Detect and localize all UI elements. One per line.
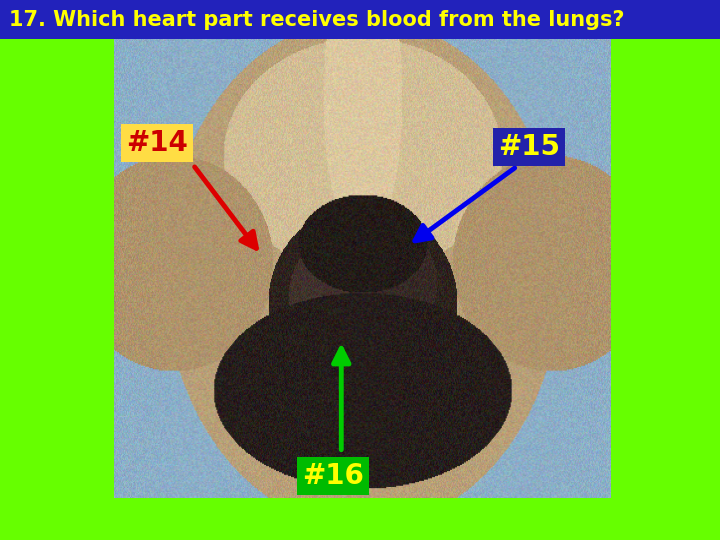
Text: #15: #15 [498,133,560,161]
Text: #16: #16 [302,462,364,490]
Text: 17. Which heart part receives blood from the lungs?: 17. Which heart part receives blood from… [9,10,624,30]
FancyBboxPatch shape [0,0,720,39]
Text: #14: #14 [126,129,188,157]
